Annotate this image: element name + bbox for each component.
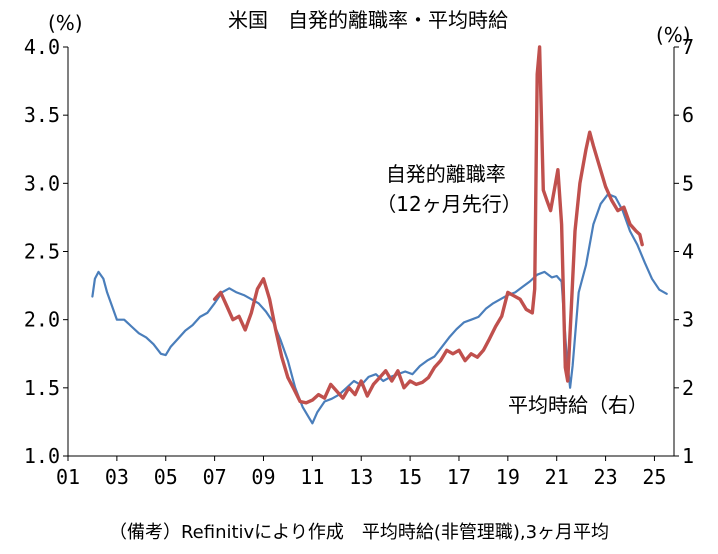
left-tick-label: 4.0 (24, 35, 60, 59)
x-tick-label: 15 (398, 465, 422, 489)
left-tick-label: 2.5 (24, 240, 60, 264)
x-tick-label: 09 (251, 465, 275, 489)
left-axis-unit: (%) (48, 11, 83, 35)
x-tick-label: 23 (594, 465, 618, 489)
right-tick-label: 2 (682, 376, 694, 400)
series-label-quit-rate: 自発的離職率 （12ヶ月先行） (376, 162, 521, 216)
series-label-quit-rate-line2: （12ヶ月先行） (376, 192, 521, 216)
x-tick-label: 19 (496, 465, 520, 489)
x-tick-label: 21 (545, 465, 569, 489)
x-tick-label: 03 (105, 465, 129, 489)
series-label-hourly-wage: 平均時給（右） (508, 393, 648, 417)
right-tick-label: 4 (682, 240, 694, 264)
left-axis-ticks: 1.0 1.5 2.0 2.5 3.0 3.5 4.0 (24, 35, 68, 468)
right-axis-unit: (%) (656, 23, 691, 47)
left-tick-label: 3.5 (24, 103, 60, 127)
series-label-quit-rate-line1: 自発的離職率 (386, 162, 506, 186)
x-tick-label: 01 (56, 465, 80, 489)
x-tick-label: 07 (203, 465, 227, 489)
x-tick-label: 17 (447, 465, 471, 489)
series-line-hourly-wage (212, 45, 644, 405)
x-tick-label: 11 (300, 465, 324, 489)
right-tick-label: 3 (682, 308, 694, 332)
right-tick-label: 5 (682, 171, 694, 195)
x-tick-label: 05 (154, 465, 178, 489)
chart-title: 米国 自発的離職率・平均時給 (228, 8, 508, 32)
x-tick-label: 25 (642, 465, 666, 489)
right-axis-ticks: 1 2 3 4 5 6 7 (674, 35, 694, 468)
right-tick-label: 7 (682, 35, 694, 59)
x-axis-ticks: 01 03 05 07 09 11 13 15 17 19 21 23 25 (56, 456, 666, 489)
left-tick-label: 1.0 (24, 444, 60, 468)
series-line-quit-rate (91, 193, 668, 425)
left-tick-label: 3.0 (24, 171, 60, 195)
right-tick-label: 1 (682, 444, 694, 468)
source-note: （備考）Refinitivにより作成 平均時給(非管理職),3ヶ月平均 (109, 522, 609, 543)
series-layer (91, 45, 668, 425)
right-tick-label: 6 (682, 103, 694, 127)
left-tick-label: 2.0 (24, 308, 60, 332)
left-tick-label: 1.5 (24, 376, 60, 400)
x-tick-label: 13 (349, 465, 373, 489)
